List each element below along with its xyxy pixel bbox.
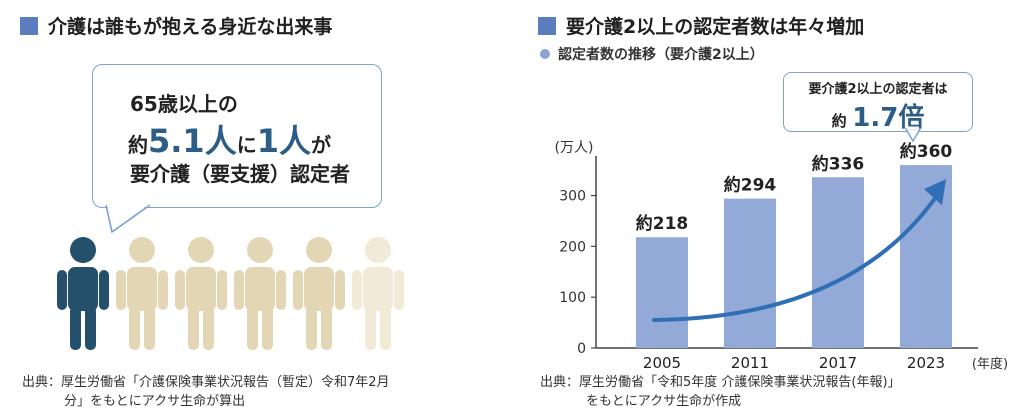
- person-figure-icon: [175, 237, 227, 350]
- bubble-value2: 1人: [256, 122, 311, 160]
- y-tick-label: 300: [559, 189, 586, 205]
- y-axis-unit-label: (万人): [555, 140, 594, 156]
- people-figures: [57, 237, 404, 350]
- bubble-connector: に: [236, 133, 257, 157]
- bubble-line3: 要介護（要支援）認定者: [130, 162, 350, 186]
- left-source: 出典：厚生労働省「介護保険事業状況報告（暫定）令和7年2月 分」をもとにアクサ生…: [22, 373, 390, 411]
- chart-subtitle: 認定者数の推移（要介護2以上）: [540, 44, 764, 64]
- y-tick-label: 200: [559, 239, 586, 255]
- y-tick-label: 0: [577, 341, 586, 357]
- bar-value-label: 約294: [724, 175, 777, 196]
- x-tick-label: 2017: [819, 354, 857, 372]
- speech-bubble: [92, 64, 382, 208]
- right-heading: 要介護2以上の認定者数は年々増加: [538, 12, 864, 39]
- callout-prefix: 約: [831, 112, 847, 130]
- right-source-line1: 出典：厚生労働省「令和5年度 介護保険事業状況報告(年報)」: [540, 375, 901, 390]
- person-figure-icon: [57, 237, 109, 350]
- bubble-line2: 約5.1人に1人が: [128, 116, 331, 162]
- x-tick-label: 2011: [731, 354, 769, 372]
- y-tick-label: 100: [559, 290, 586, 306]
- right-source-line2: をもとにアクサ生命が作成: [586, 394, 742, 409]
- person-figure-icon: [352, 237, 404, 350]
- chart-subtitle-text: 認定者数の推移（要介護2以上）: [558, 47, 764, 63]
- left-title: 介護は誰もが抱える身近な出来事: [48, 16, 333, 38]
- bubble-line1: 65歳以上の: [130, 92, 238, 116]
- heading-square-icon: [20, 16, 38, 35]
- bubble-suffix: が: [310, 133, 331, 157]
- bar: [636, 237, 688, 348]
- bullet-dot-icon: [540, 49, 550, 59]
- left-source-line1: 出典：厚生労働省「介護保険事業状況報告（暫定）令和7年2月: [22, 375, 390, 390]
- callout-line1: 要介護2以上の認定者は: [808, 82, 948, 97]
- bar-value-label: 約218: [636, 213, 689, 234]
- person-figure-icon: [293, 237, 345, 350]
- bar: [812, 177, 864, 348]
- bubble-tail-mask: [105, 204, 151, 233]
- right-source: 出典：厚生労働省「令和5年度 介護保険事業状況報告(年報)」 をもとにアクサ生命…: [540, 373, 901, 411]
- heading-square-icon: [538, 16, 556, 35]
- left-heading: 介護は誰もが抱える身近な出来事: [20, 12, 332, 39]
- trend-arrow-line: [652, 189, 942, 322]
- bubble-prefix: 約: [128, 133, 148, 157]
- person-figure-icon: [234, 237, 286, 350]
- callout-tail: [904, 126, 922, 143]
- x-tick-label: 2023: [907, 354, 945, 372]
- left-source-line2: 分」をもとにアクサ生命が算出: [64, 394, 246, 409]
- person-figure-icon: [116, 237, 168, 350]
- right-title: 要介護2以上の認定者数は年々増加: [566, 16, 865, 38]
- trend-arrow-head-icon: [924, 179, 946, 206]
- x-tick-label: 2005: [643, 354, 681, 372]
- bar: [724, 198, 776, 348]
- bar-value-label: 約336: [812, 153, 865, 174]
- bar: [900, 165, 952, 348]
- bubble-value1: 5.1人: [148, 122, 237, 160]
- x-axis-unit-label: (年度): [972, 356, 1008, 372]
- bar-value-label: 約360: [900, 141, 953, 162]
